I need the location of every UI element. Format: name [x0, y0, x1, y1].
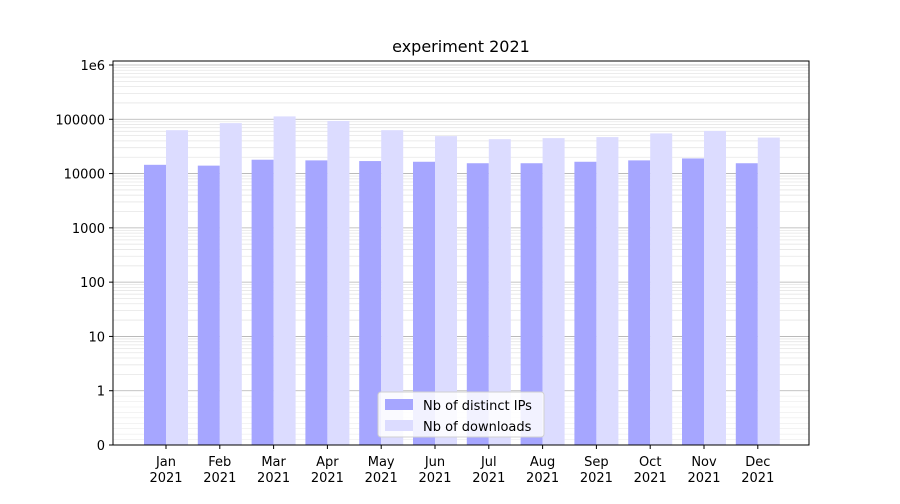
x-axis-ticks: Jan2021Feb2021Mar2021Apr2021May2021Jun20… — [149, 445, 774, 486]
legend-label: Nb of downloads — [423, 420, 532, 435]
x-tick-label: May — [368, 455, 395, 470]
bar-distinct-ips — [413, 161, 435, 446]
bar-downloads — [488, 139, 511, 445]
y-tick-label: 10 — [88, 330, 105, 345]
bar-distinct-ips — [144, 164, 166, 445]
x-tick-label: 2021 — [472, 471, 505, 486]
bar-distinct-ips — [574, 161, 597, 446]
bar-distinct-ips — [628, 160, 651, 445]
bar-distinct-ips — [305, 160, 328, 445]
x-tick-label: 2021 — [418, 471, 451, 486]
chart-title: experiment 2021 — [392, 37, 530, 56]
bar-downloads — [219, 123, 242, 446]
y-tick-label: 1e6 — [80, 59, 105, 74]
bar-distinct-ips — [735, 163, 758, 445]
x-tick-label: 2021 — [203, 471, 236, 486]
legend: Nb of distinct IPs Nb of downloads — [377, 391, 545, 438]
x-tick-label: 2021 — [311, 471, 344, 486]
bars — [144, 116, 780, 446]
x-tick-label: 2021 — [580, 471, 613, 486]
x-tick-label: 2021 — [365, 471, 398, 486]
x-tick-label: 2021 — [687, 471, 720, 486]
x-tick-label: 2021 — [149, 471, 182, 486]
bar-downloads — [327, 120, 350, 445]
legend-label: Nb of distinct IPs — [423, 399, 532, 414]
bar-distinct-ips — [520, 163, 543, 445]
y-tick-label: 0 — [97, 439, 105, 454]
y-tick-label: 10000 — [64, 168, 105, 183]
y-tick-label: 1 — [97, 385, 105, 400]
bar-downloads — [704, 130, 726, 445]
bar-downloads — [542, 138, 565, 445]
x-tick-label: Jan — [155, 455, 176, 470]
x-tick-label: Oct — [639, 455, 661, 470]
bar-distinct-ips — [466, 163, 489, 445]
x-tick-label: Apr — [316, 455, 339, 470]
bar-downloads — [381, 130, 404, 445]
bar-distinct-ips — [682, 158, 704, 445]
legend-swatch — [385, 399, 413, 410]
bar-downloads — [273, 116, 296, 446]
x-tick-label: Jul — [480, 455, 497, 470]
x-tick-label: Feb — [208, 455, 231, 470]
bar-distinct-ips — [197, 165, 220, 445]
bar-downloads — [166, 130, 188, 445]
x-tick-label: Sep — [584, 455, 609, 470]
x-tick-label: 2021 — [257, 471, 290, 486]
x-tick-label: 2021 — [526, 471, 559, 486]
bar-downloads — [435, 136, 457, 445]
x-tick-label: Mar — [261, 455, 286, 470]
bar-distinct-ips — [251, 159, 274, 445]
y-tick-label: 1000 — [72, 222, 105, 237]
x-tick-label: Jun — [424, 455, 445, 470]
x-tick-label: 2021 — [634, 471, 667, 486]
x-tick-label: Dec — [745, 455, 770, 470]
legend-box — [377, 391, 545, 438]
bar-downloads — [650, 133, 673, 445]
bar-downloads — [757, 137, 780, 445]
bar-distinct-ips — [359, 161, 382, 445]
y-axis-ticks: 0 1 10 100 1000 10000 100000 1e6 — [55, 59, 113, 454]
bar-downloads — [596, 137, 619, 445]
y-tick-label: 100000 — [55, 113, 105, 128]
x-tick-label: Nov — [691, 455, 717, 470]
x-tick-label: 2021 — [741, 471, 774, 486]
legend-swatch — [385, 420, 413, 431]
x-tick-label: Aug — [530, 455, 555, 470]
plot-frame — [112, 60, 810, 446]
y-tick-label: 100 — [80, 276, 105, 291]
